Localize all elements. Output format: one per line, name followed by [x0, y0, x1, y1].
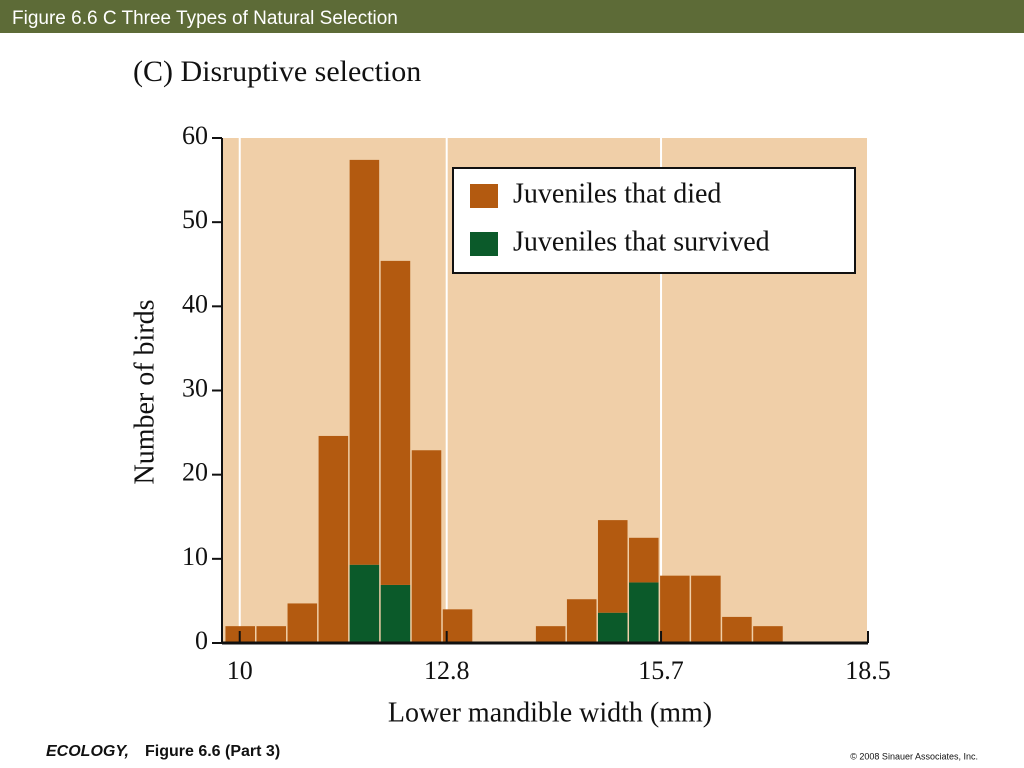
x-axis-label: Lower mandible width (mm)	[388, 697, 712, 728]
legend-swatch	[470, 232, 498, 256]
y-axis-label: Number of birds	[129, 299, 160, 484]
bar	[722, 616, 752, 643]
x-tick-label: 15.7	[638, 656, 684, 685]
x-tick-label: 12.8	[424, 656, 470, 685]
y-tick-label: 40	[182, 289, 208, 318]
bar	[660, 575, 690, 643]
bar	[287, 603, 318, 643]
bar	[349, 564, 380, 643]
bar	[318, 435, 349, 643]
bar	[380, 260, 411, 585]
bar	[629, 537, 659, 583]
legend-box	[452, 167, 856, 274]
bar	[566, 599, 597, 643]
y-tick-label: 10	[182, 542, 208, 571]
y-tick-label: 20	[182, 458, 208, 487]
legend-swatch	[470, 184, 498, 208]
bar	[535, 626, 566, 643]
x-tick-label: 10	[227, 656, 253, 685]
bar	[380, 584, 411, 643]
y-tick-label: 50	[182, 205, 208, 234]
bar	[349, 159, 380, 565]
header-title: Figure 6.6 C Three Types of Natural Sele…	[12, 8, 398, 29]
bar	[753, 626, 783, 643]
legend-label: Juveniles that died	[513, 178, 721, 209]
y-tick-label: 30	[182, 373, 208, 402]
bar	[691, 575, 721, 643]
bar	[597, 520, 628, 613]
footer-figure: Figure 6.6 (Part 3)	[145, 743, 280, 760]
legend-label: Juveniles that survived	[513, 226, 770, 257]
y-tick-label: 0	[195, 626, 208, 655]
footer-copyright: © 2008 Sinauer Associates, Inc.	[850, 751, 978, 761]
chart-title: (C) Disruptive selection	[133, 55, 421, 88]
bar	[629, 582, 659, 643]
y-tick-label: 60	[182, 121, 208, 150]
bar	[597, 612, 628, 643]
x-tick-label: 18.5	[845, 656, 891, 685]
bar	[411, 450, 442, 643]
footer-book: ECOLOGY,	[46, 743, 129, 760]
bar	[256, 626, 287, 643]
header-bar	[0, 0, 1024, 33]
